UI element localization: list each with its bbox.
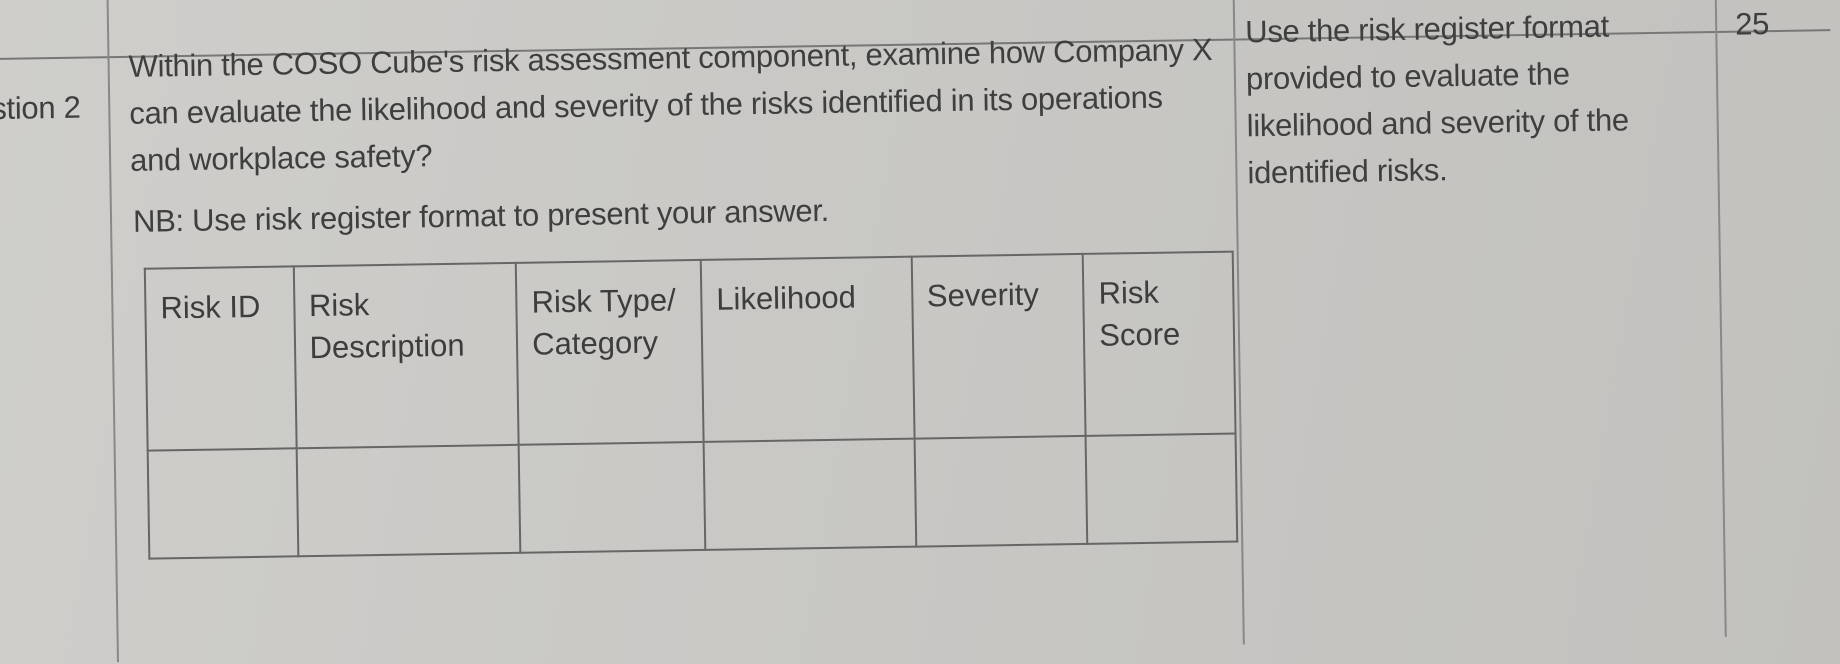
column-divider — [1714, 0, 1727, 637]
column-header-risk-type: Risk Type/ Category — [515, 259, 704, 445]
table-row — [147, 433, 1238, 559]
question-label: stion 2 — [0, 89, 81, 127]
table-cell — [1085, 433, 1238, 544]
table-header-row: Risk ID Risk Description Risk Type/ Cate… — [144, 251, 1236, 451]
marks-value: 25 — [1734, 6, 1770, 42]
column-header-severity: Severity — [911, 253, 1086, 439]
table-cell — [147, 448, 298, 559]
column-divider — [106, 0, 119, 663]
column-header-risk-description: Risk Description — [293, 262, 519, 449]
marking-guidance: Use the risk register format provided to… — [1244, 8, 1630, 191]
answer-note: NB: Use risk register format to present … — [132, 192, 830, 239]
question-text: Within the COSO Cube's risk assessment c… — [128, 31, 1213, 178]
table-cell — [296, 444, 521, 557]
table-cell — [914, 435, 1088, 547]
column-header-risk-score: Risk Score — [1082, 251, 1236, 436]
column-header-risk-id: Risk ID — [144, 266, 297, 451]
column-header-likelihood: Likelihood — [700, 256, 915, 442]
table-cell — [518, 441, 706, 553]
risk-register-table: Risk ID Risk Description Risk Type/ Cate… — [144, 251, 1238, 560]
table-cell — [703, 438, 916, 550]
